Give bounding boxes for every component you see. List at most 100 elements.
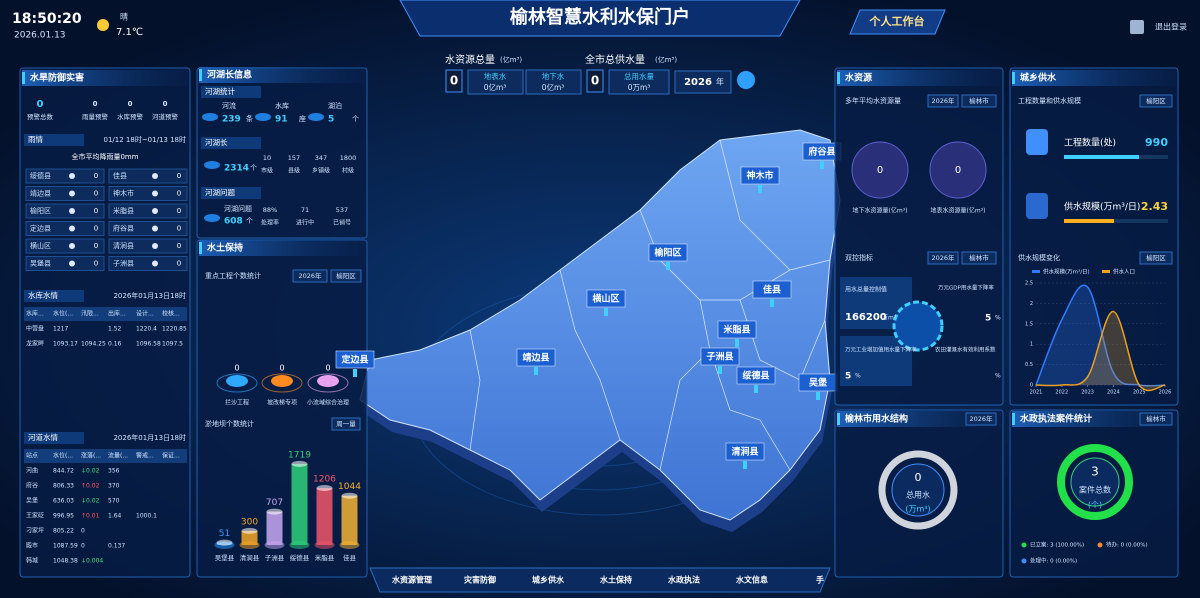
value: 0 (450, 74, 458, 88)
select-label[interactable]: 2026年 (931, 253, 955, 262)
select[interactable] (330, 269, 362, 283)
table-header-cell: 水库... (26, 310, 44, 318)
table-header-cell: 出库... (108, 310, 126, 318)
county-tag[interactable] (717, 320, 757, 339)
nav-item[interactable]: 水政执法 (667, 575, 700, 585)
county-label[interactable]: 佳县 (763, 284, 781, 296)
county-label[interactable]: 清涧县 (731, 446, 758, 458)
county-label[interactable]: 府谷县 (808, 146, 835, 158)
value: 0万m³ (628, 83, 651, 92)
year-box[interactable] (674, 70, 732, 94)
workspace-tab[interactable] (849, 9, 946, 35)
county-tag[interactable] (725, 442, 765, 461)
county-tag[interactable] (700, 347, 740, 366)
county-label[interactable]: 米脂县 (722, 324, 750, 336)
table-cell: 王家砭 (26, 512, 44, 520)
logout-link[interactable]: 退出登录 (1155, 22, 1187, 32)
select-label[interactable]: 周一量 (336, 420, 356, 428)
table-cell: ↑0.01 (81, 513, 100, 520)
range: 01/12 18时~01/13 18时 (104, 135, 186, 144)
table-cell: 356 (108, 468, 120, 475)
bar-cap (241, 527, 258, 534)
nav-bar (369, 567, 831, 593)
table-cell: 刁家坪 (26, 527, 44, 535)
select-label[interactable]: 榆阳区 (1146, 253, 1166, 262)
county-tag[interactable] (736, 366, 776, 385)
table-cell: 805.22 (53, 528, 74, 535)
select-label[interactable]: 榆林市 (969, 253, 989, 262)
station-value: 0 (94, 260, 98, 268)
nav-item[interactable]: 水资源管理 (391, 575, 432, 585)
select-label[interactable]: 榆阳区 (1146, 96, 1166, 105)
select[interactable] (927, 94, 959, 108)
temperature: 7.1℃ (116, 27, 143, 38)
county-label[interactable]: 横山区 (592, 293, 619, 305)
county-label[interactable]: 靖边县 (522, 352, 549, 364)
nav-item[interactable]: 灾害防御 (464, 575, 496, 585)
county-tag[interactable] (752, 280, 792, 299)
county-label[interactable]: 榆阳区 (654, 247, 681, 259)
panel-title: 城乡供水 (1020, 72, 1057, 84)
county-tag[interactable] (740, 166, 780, 185)
x-tick-label: 佳县 (343, 553, 357, 562)
station-value: 0 (177, 242, 181, 250)
select[interactable] (1139, 251, 1173, 265)
select-label[interactable]: 2026年 (931, 96, 955, 105)
label: 县级 (288, 167, 300, 175)
stat-label: 预警总数 (27, 112, 54, 121)
select[interactable] (965, 412, 997, 426)
nav-item[interactable]: 水文信息 (735, 575, 768, 585)
subheader-title: 河道水情 (28, 432, 58, 442)
select-label[interactable]: 榆林市 (969, 96, 989, 105)
select[interactable] (927, 251, 959, 265)
nav-item[interactable]: 手 (816, 575, 824, 585)
select-label[interactable]: 榆阳区 (336, 271, 356, 280)
year-unit: 年 (716, 77, 724, 87)
station-value: 0 (177, 207, 181, 215)
select-label[interactable]: 2026年 (969, 414, 993, 423)
county-label[interactable]: 绥德县 (742, 370, 769, 382)
select[interactable] (961, 94, 997, 108)
select-label[interactable]: 2026年 (298, 271, 322, 280)
select[interactable] (331, 417, 361, 431)
stat-unit: 个 (246, 217, 253, 225)
select[interactable] (1139, 412, 1173, 426)
panel-title: 水政执法案件统计 (1020, 413, 1092, 425)
county-label[interactable]: 子洲县 (706, 352, 733, 363)
nav-item[interactable]: 水土保持 (599, 575, 632, 585)
x-tick-label: 子洲县 (265, 554, 285, 562)
select[interactable] (1139, 94, 1173, 108)
county-tag[interactable] (586, 289, 626, 308)
indicator-value: 5 (985, 314, 991, 324)
county-tag[interactable] (335, 350, 375, 369)
logout-icon[interactable] (1130, 20, 1144, 34)
select[interactable] (292, 269, 328, 283)
county-label[interactable]: 定边县 (340, 354, 368, 366)
nav-item[interactable]: 城乡供水 (532, 575, 565, 585)
table-cell: 1093.17 (53, 341, 78, 348)
select-label[interactable]: 榆林市 (1146, 414, 1166, 423)
header-mark (199, 242, 202, 254)
table-cell: ↑0.02 (81, 483, 100, 490)
stat-value: 608 (224, 217, 243, 227)
data-label: 300 (241, 517, 258, 527)
station-value: 0 (177, 190, 181, 198)
x-tick-label: 吴堡县 (215, 553, 235, 562)
x-tick-label: 米脂县 (315, 553, 335, 562)
county-pin (743, 461, 747, 469)
station-name: 横山区 (30, 241, 51, 250)
workspace-link[interactable]: 个人工作台 (869, 14, 925, 28)
county-tag[interactable] (516, 348, 556, 367)
select[interactable] (961, 251, 997, 265)
label: 进行中 (296, 219, 314, 227)
county-label[interactable]: 吴堡 (809, 377, 827, 389)
station-value: 0 (94, 242, 98, 250)
table-cell: 韩城 (26, 557, 38, 565)
usage-value: 0 (915, 471, 922, 484)
table-cell: 1.52 (108, 326, 122, 333)
bar (291, 463, 308, 545)
table-header-cell: 保证... (162, 452, 180, 460)
county-label[interactable]: 神木市 (746, 170, 773, 182)
station-row (108, 238, 188, 254)
county-tag[interactable] (648, 243, 688, 262)
